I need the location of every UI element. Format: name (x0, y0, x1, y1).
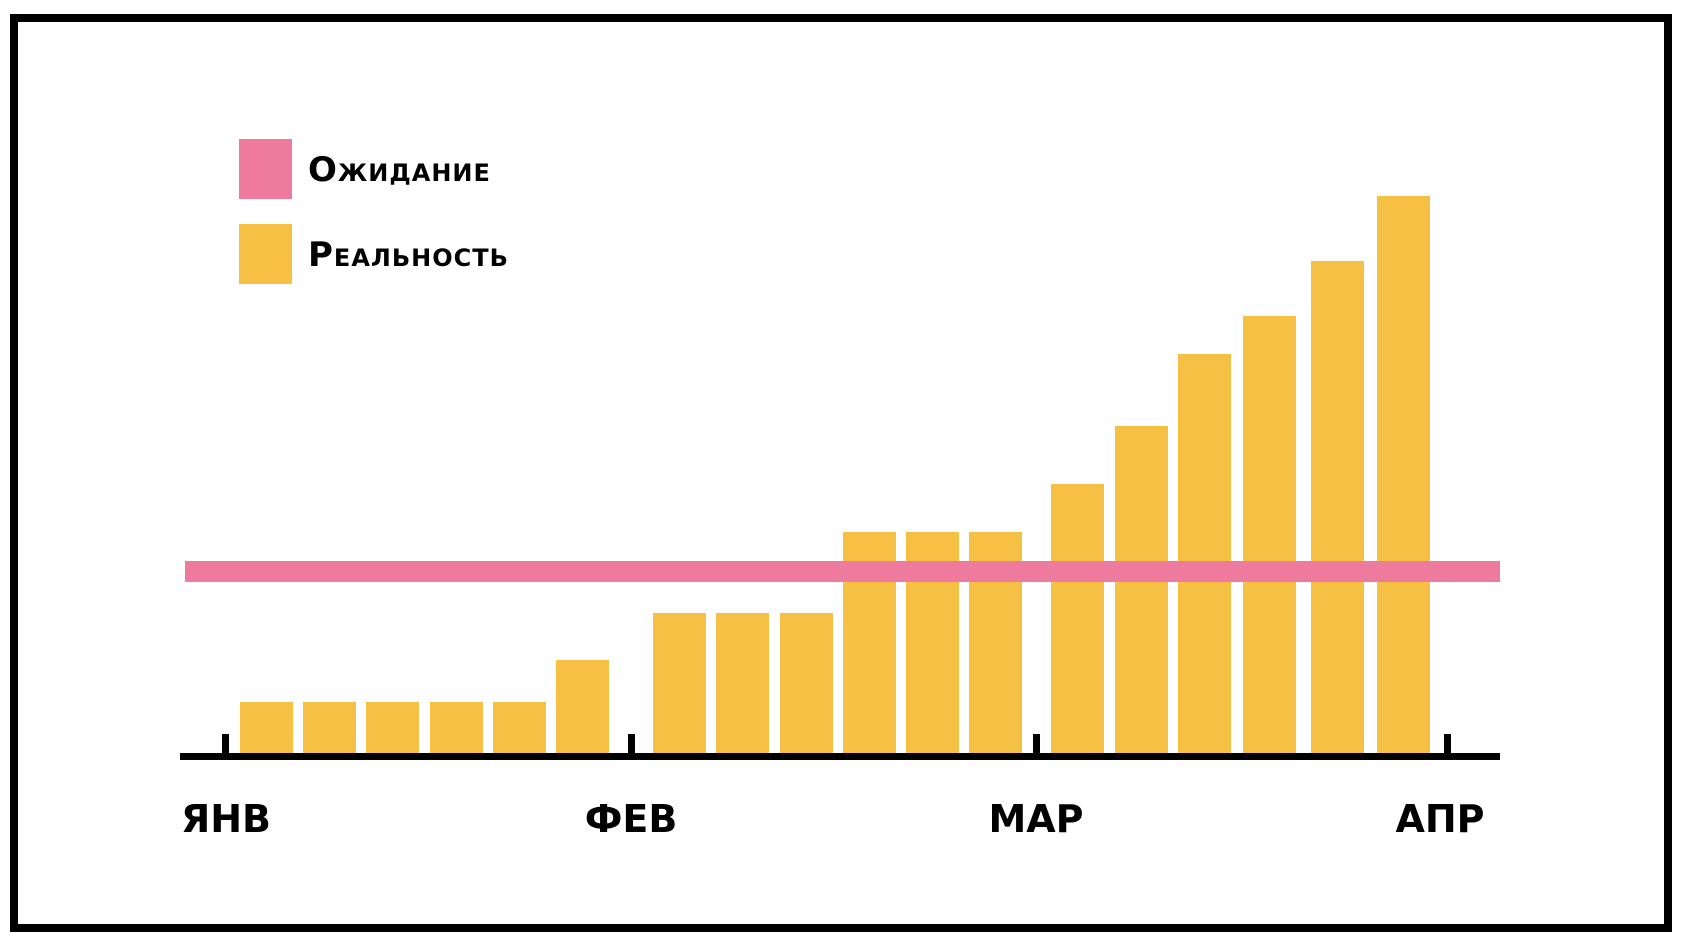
x-label-jan: ЯНВ (180, 797, 272, 841)
legend-swatch-reality (239, 224, 292, 284)
x-label-feb: ФЕВ (584, 797, 678, 841)
bar-reality (716, 613, 769, 753)
bar-reality (1243, 316, 1296, 753)
bar-reality (430, 702, 483, 753)
bar-reality (366, 702, 419, 753)
bar-reality (1377, 196, 1430, 753)
expectation-line (185, 561, 1500, 582)
bar-reality (1178, 354, 1231, 753)
x-axis-tick-feb (628, 734, 635, 756)
bar-reality (1051, 484, 1104, 753)
bar-reality (556, 660, 609, 753)
x-axis-line (180, 753, 1500, 760)
bar-reality (780, 613, 833, 753)
bar-reality (1311, 261, 1364, 753)
legend-label-expectation: Ожидание (308, 150, 491, 190)
x-axis-tick-apr (1444, 734, 1451, 756)
legend-label-reality: Реальность (308, 235, 509, 275)
x-label-apr: АПР (1395, 797, 1485, 841)
bar-reality (653, 613, 706, 753)
bar-reality (303, 702, 356, 753)
bar-reality (240, 702, 293, 753)
bar-reality (493, 702, 546, 753)
x-axis-tick-jan (222, 734, 229, 756)
x-axis-tick-mar (1033, 734, 1040, 756)
legend-swatch-expectation (239, 139, 292, 199)
x-label-mar: МАР (988, 797, 1084, 841)
bar-reality (1115, 426, 1168, 753)
